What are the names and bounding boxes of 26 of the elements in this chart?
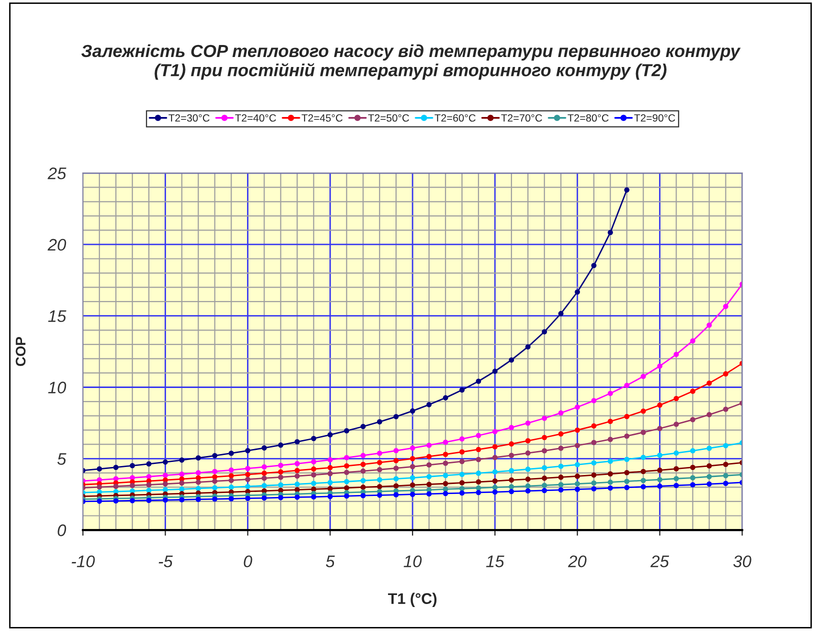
x-tick-label: 15 (486, 556, 504, 568)
legend-label: T2=80°C (568, 114, 609, 122)
y-tick-label: 0 (58, 524, 66, 536)
y-tick-label: 5 (57, 453, 66, 465)
y-tick-label: 25 (48, 167, 66, 180)
y-tick-label: 20 (48, 238, 66, 251)
y-tick-label: 10 (48, 382, 66, 394)
legend-label: T2=50°C (368, 114, 410, 122)
y-axis-title: COP (16, 336, 26, 366)
legend-label: T2=40°C (235, 114, 276, 122)
x-tick-label: 25 (650, 555, 670, 568)
legend-label: T2=60°C (434, 114, 476, 122)
x-tick-label: 20 (568, 555, 586, 568)
x-tick-label: 0 (244, 555, 252, 568)
x-tick-label: -5 (158, 556, 173, 568)
legend-label: T2=30°C (168, 114, 210, 122)
x-tick-label: 10 (404, 555, 422, 568)
x-tick-label: 30 (733, 555, 752, 568)
legend-label: T2=45°C (302, 114, 343, 122)
legend-label: T2=90°C (634, 114, 676, 122)
x-tick-label: -10 (72, 555, 95, 568)
y-tick-label: 15 (48, 310, 66, 322)
x-axis-title: T1 (°C) (388, 592, 436, 608)
x-tick-label: 5 (326, 556, 335, 568)
legend-label: T2=70°C (501, 114, 542, 122)
chart-title: Залежність COP теплового насосу від температури первинного контуру (T1) при постійній температурі вторинного контуру (T2) (81, 44, 741, 80)
